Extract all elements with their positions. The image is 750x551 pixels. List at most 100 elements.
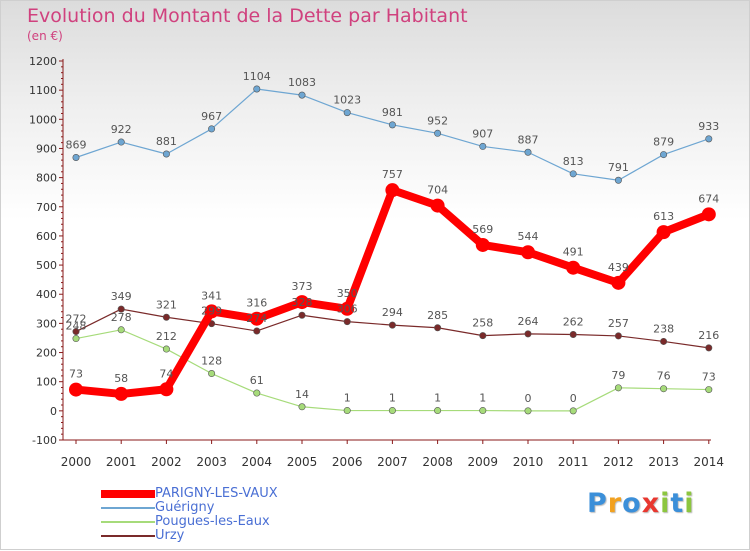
data-point-parigny xyxy=(204,304,219,319)
data-label-parigny: 350 xyxy=(337,287,358,300)
data-label-pougues: 0 xyxy=(570,392,577,405)
data-label-urzy: 321 xyxy=(156,298,177,311)
y-tick-label: 0 xyxy=(50,405,57,418)
data-point-guerigny xyxy=(660,151,668,159)
x-tick-label: 2013 xyxy=(648,455,679,469)
data-label-pougues: 248 xyxy=(66,320,87,333)
data-point-urzy xyxy=(660,337,668,345)
data-point-urzy xyxy=(524,330,532,338)
y-tick-label: 700 xyxy=(36,201,57,214)
x-tick-label: 2001 xyxy=(106,455,137,469)
series-parigny xyxy=(69,183,716,401)
y-tick-label: 900 xyxy=(36,142,57,155)
data-label-pougues: 73 xyxy=(702,371,716,384)
data-label-guerigny: 1023 xyxy=(333,94,361,107)
data-point-guerigny xyxy=(298,91,306,99)
y-tick-label: 100 xyxy=(36,376,57,389)
logo-letter: r xyxy=(607,488,623,519)
data-point-parigny xyxy=(249,311,264,326)
x-tick-label: 2002 xyxy=(151,455,182,469)
data-label-pougues: 1 xyxy=(344,392,351,405)
data-point-pougues xyxy=(569,407,577,415)
data-label-urzy: 258 xyxy=(472,317,493,330)
data-label-pougues: 79 xyxy=(611,369,625,382)
data-label-urzy: 264 xyxy=(518,315,539,328)
data-label-guerigny: 922 xyxy=(111,123,132,136)
legend-item-guerigny: Guérigny xyxy=(101,501,341,515)
data-point-urzy xyxy=(117,305,125,313)
legend-label-pougues: Pougues-les-Eaux xyxy=(155,514,270,529)
data-point-urzy xyxy=(705,344,713,352)
legend-swatch-urzy xyxy=(101,535,155,537)
data-label-guerigny: 879 xyxy=(653,136,674,149)
data-point-parigny xyxy=(611,275,626,290)
data-label-guerigny: 881 xyxy=(156,135,177,148)
data-label-urzy: 349 xyxy=(111,290,132,303)
x-tick-label: 2008 xyxy=(422,455,453,469)
x-tick-label: 2007 xyxy=(377,455,408,469)
data-point-parigny xyxy=(521,245,535,260)
x-tick-label: 2014 xyxy=(694,455,725,469)
data-label-urzy: 257 xyxy=(608,317,629,330)
data-point-urzy xyxy=(388,321,396,329)
y-tick-label: 400 xyxy=(36,288,57,301)
x-tick-label: 2005 xyxy=(287,455,318,469)
logo-letter: i xyxy=(660,488,671,519)
data-point-pougues xyxy=(434,407,442,415)
data-point-urzy xyxy=(298,311,306,319)
data-label-guerigny: 813 xyxy=(563,155,584,168)
data-label-parigny: 341 xyxy=(201,289,222,302)
data-point-parigny xyxy=(340,301,355,316)
legend-item-pougues: Pougues-les-Eaux xyxy=(101,515,341,529)
y-tick-label: 300 xyxy=(36,317,57,330)
y-tick-label: 1100 xyxy=(29,84,57,97)
data-point-parigny xyxy=(566,260,581,275)
data-label-pougues: 1 xyxy=(479,392,486,405)
data-point-parigny xyxy=(69,382,83,397)
legend-item-parigny: PARIGNY-LES-VAUX xyxy=(101,487,341,501)
data-label-pougues: 1 xyxy=(434,392,441,405)
x-tick-label: 2009 xyxy=(468,455,499,469)
legend-label-urzy: Urzy xyxy=(155,528,185,543)
data-label-parigny: 674 xyxy=(698,192,719,205)
data-point-pougues xyxy=(208,370,216,378)
data-label-parigny: 316 xyxy=(246,297,267,310)
data-label-parigny: 544 xyxy=(518,230,539,243)
data-label-urzy: 294 xyxy=(382,306,403,319)
data-label-urzy: 262 xyxy=(563,315,584,328)
data-label-guerigny: 952 xyxy=(427,114,448,127)
data-point-parigny xyxy=(385,183,400,198)
x-tick-label: 2004 xyxy=(242,455,273,469)
legend-swatch-pougues xyxy=(101,521,155,523)
data-label-pougues: 128 xyxy=(201,355,222,368)
data-label-urzy: 285 xyxy=(427,309,448,322)
data-point-urzy xyxy=(614,332,622,340)
data-point-guerigny xyxy=(117,138,125,146)
data-label-parigny: 569 xyxy=(472,223,493,236)
data-point-guerigny xyxy=(253,85,261,93)
logo-letter: P xyxy=(587,488,608,519)
data-label-guerigny: 981 xyxy=(382,106,403,119)
unit-label: (en €) xyxy=(27,29,63,43)
data-label-pougues: 1 xyxy=(389,392,396,405)
x-tick-label: 2000 xyxy=(61,455,92,469)
data-label-guerigny: 967 xyxy=(201,110,222,123)
data-label-parigny: 757 xyxy=(382,168,403,181)
data-label-parigny: 439 xyxy=(608,261,629,274)
logo-letter: x xyxy=(641,488,661,519)
data-label-guerigny: 887 xyxy=(518,133,539,146)
data-point-guerigny xyxy=(72,153,80,161)
data-point-guerigny xyxy=(343,109,351,117)
data-label-guerigny: 791 xyxy=(608,161,629,174)
data-point-pougues xyxy=(614,384,622,392)
data-label-guerigny: 869 xyxy=(66,138,87,151)
data-label-pougues: 212 xyxy=(156,330,177,343)
data-point-guerigny xyxy=(208,125,216,133)
data-label-pougues: 61 xyxy=(250,374,264,387)
y-tick-label: 500 xyxy=(36,259,57,272)
data-point-pougues xyxy=(72,335,80,343)
data-label-pougues: 14 xyxy=(295,388,309,401)
data-point-parigny xyxy=(656,225,671,240)
data-label-guerigny: 1083 xyxy=(288,76,316,89)
data-point-urzy xyxy=(343,318,351,326)
